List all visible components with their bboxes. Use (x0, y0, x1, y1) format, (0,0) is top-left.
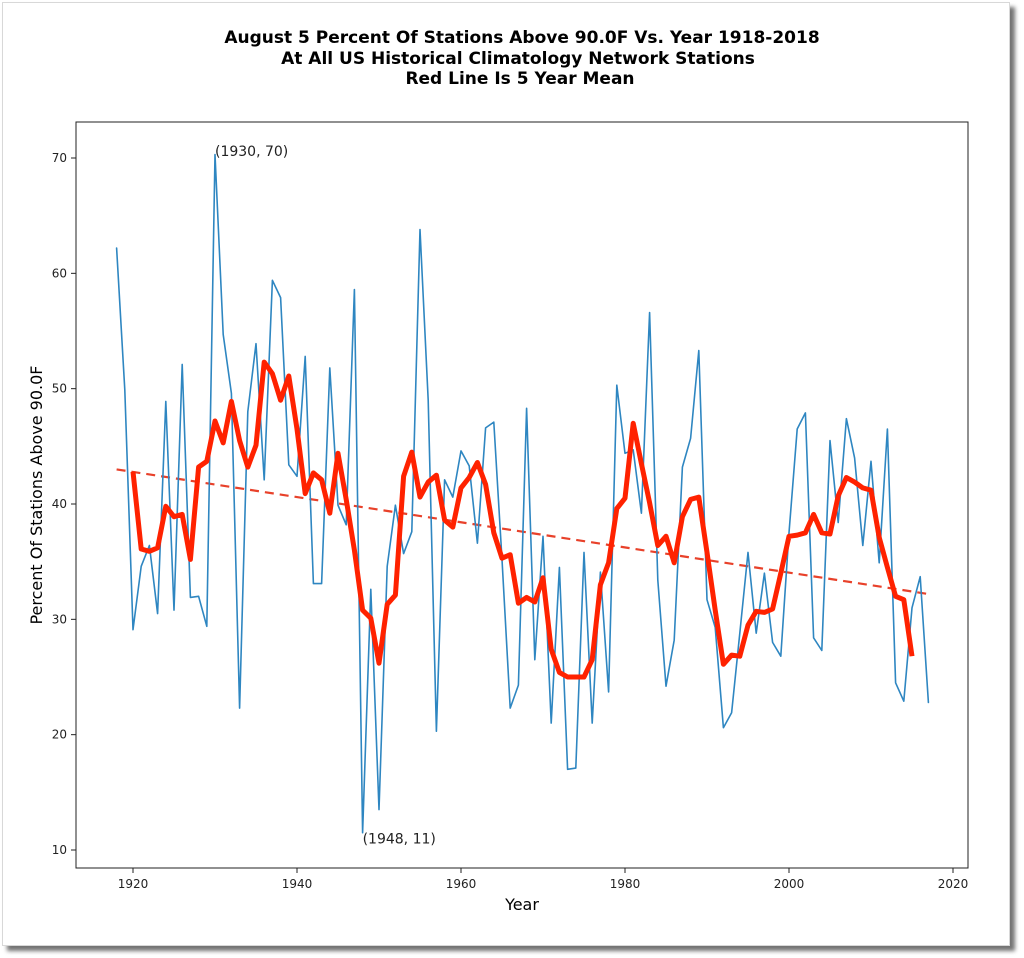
x-axis: 1920 1940 1960 1980 2000 2020 (118, 868, 969, 891)
series-layer (115, 153, 930, 834)
series-line-5yr-mean (130, 359, 915, 680)
x-tick-label: 1960 (446, 877, 477, 891)
y-tick-label: 10 (52, 843, 67, 857)
x-tick-label: 2000 (774, 877, 805, 891)
series-line-daily-percent (115, 153, 930, 834)
y-axis: 10 20 30 40 50 60 70 (52, 151, 76, 857)
y-tick-label: 30 (52, 612, 67, 626)
y-axis-label: Percent Of Stations Above 90.0F (27, 365, 46, 624)
annotation-max: (1930, 70) (215, 144, 288, 160)
plot-area (75, 121, 969, 869)
y-tick-label: 40 (52, 497, 67, 511)
x-tick-label: 2020 (938, 877, 969, 891)
annotation-min: (1948, 11) (363, 831, 436, 847)
y-tick-label: 60 (52, 266, 67, 280)
x-tick-label: 1940 (282, 877, 313, 891)
y-tick-label: 50 (52, 382, 67, 396)
chart-title-line-2: At All US Historical Climatology Network… (281, 49, 755, 69)
y-tick-label: 70 (52, 151, 67, 165)
chart-title-line-1: August 5 Percent Of Stations Above 90.0F… (224, 28, 819, 48)
x-tick-label: 1920 (118, 877, 149, 891)
x-tick-label: 1980 (610, 877, 641, 891)
chart-title-line-3: Red Line Is 5 Year Mean (405, 69, 634, 89)
x-axis-label: Year (504, 895, 539, 914)
y-tick-label: 20 (52, 728, 67, 742)
